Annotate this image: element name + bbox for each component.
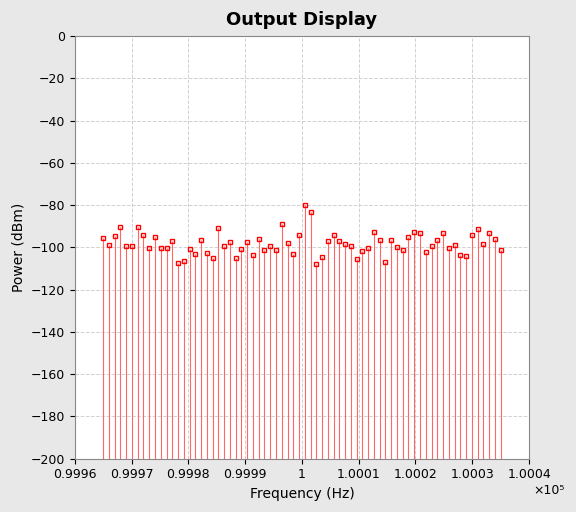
- Title: Output Display: Output Display: [226, 11, 377, 29]
- X-axis label: Frequency (Hz): Frequency (Hz): [249, 487, 354, 501]
- Y-axis label: Power (dBm): Power (dBm): [11, 203, 25, 292]
- Text: ×10⁵: ×10⁵: [533, 484, 565, 497]
